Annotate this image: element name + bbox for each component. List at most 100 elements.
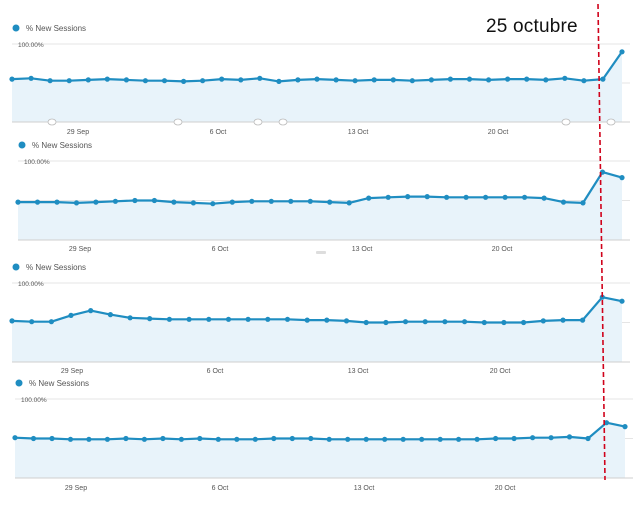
data-point [428, 77, 434, 83]
data-point [400, 436, 406, 442]
y-tick-label: 100.00% [21, 397, 47, 404]
y-tick-label: 100.00% [18, 281, 44, 288]
data-point [88, 308, 94, 314]
data-point [161, 78, 168, 84]
data-point [447, 76, 453, 82]
data-point [619, 49, 625, 55]
data-point [405, 194, 411, 200]
x-tick-label: 20 Oct [492, 246, 513, 253]
legend-label: % New Sessions [32, 141, 92, 150]
data-point [352, 78, 358, 84]
x-tick-label: 29 Sep [67, 129, 89, 136]
data-point [324, 317, 330, 323]
data-point [456, 436, 462, 442]
series-line [14, 421, 626, 441]
data-point [548, 435, 554, 441]
data-point [85, 77, 91, 83]
data-point [127, 315, 133, 321]
x-tick-label: 20 Oct [495, 485, 516, 492]
data-point [141, 436, 147, 442]
data-point [585, 435, 591, 442]
data-point [190, 200, 196, 206]
data-point [419, 436, 425, 442]
data-point [424, 194, 430, 200]
data-point [197, 435, 203, 442]
x-tick-label: 6 Oct [212, 485, 229, 492]
data-point [562, 75, 568, 81]
data-point [383, 319, 389, 326]
data-point [343, 318, 350, 324]
data-point [333, 77, 339, 83]
data-point [345, 436, 351, 442]
data-point [307, 198, 313, 204]
data-point [257, 75, 263, 81]
data-point [463, 194, 469, 200]
data-point [422, 319, 428, 325]
y-tick-label: 100.00% [18, 42, 44, 49]
data-point [560, 317, 566, 323]
data-point [483, 194, 489, 200]
data-point [200, 78, 206, 84]
data-point [619, 175, 625, 181]
y-tick-label: 100.00% [24, 159, 50, 166]
data-point [229, 199, 235, 205]
legend-dot [12, 24, 20, 32]
data-point [160, 435, 166, 442]
data-point [49, 435, 55, 442]
data-point [265, 316, 271, 322]
x-tick-label: 29 Sep [69, 246, 91, 253]
series-area [12, 51, 622, 122]
data-point [371, 77, 377, 83]
data-point [271, 435, 277, 442]
legend-dot [12, 263, 20, 271]
data-point [73, 200, 80, 206]
series-line [11, 296, 623, 324]
data-point [284, 316, 291, 322]
data-point [288, 198, 294, 204]
data-point [219, 76, 225, 82]
x-tick-label: 29 Sep [61, 368, 83, 375]
annotation-label: 25 octubre [486, 16, 578, 37]
x-tick-label: 13 Oct [348, 368, 369, 375]
data-point [385, 194, 391, 200]
data-point [245, 316, 251, 322]
x-tick-label: 20 Oct [490, 368, 511, 375]
data-point [34, 199, 41, 205]
legend-dot [18, 141, 26, 149]
data-point [540, 318, 546, 324]
data-point [215, 436, 221, 442]
data-point [409, 78, 415, 84]
data-point [9, 76, 15, 82]
data-point [566, 434, 573, 440]
data-point [382, 436, 388, 442]
data-point [390, 77, 396, 83]
data-point [530, 435, 536, 441]
data-point [486, 77, 492, 83]
data-point [225, 316, 232, 322]
legend-dot [15, 379, 23, 387]
data-point [132, 197, 138, 204]
data-point [327, 199, 333, 205]
data-point [304, 317, 310, 323]
data-point [171, 199, 177, 205]
data-point [289, 435, 295, 442]
x-tick-label: 6 Oct [212, 246, 229, 253]
data-point [580, 200, 586, 206]
data-point [54, 199, 60, 205]
data-point [142, 78, 148, 84]
data-point [474, 436, 480, 442]
data-point [28, 75, 34, 81]
data-point [308, 435, 314, 442]
data-point [206, 316, 212, 322]
data-point [580, 317, 586, 323]
data-point [619, 298, 625, 304]
data-point [93, 199, 99, 205]
data-point [599, 294, 605, 300]
data-point [104, 436, 110, 442]
data-point [112, 198, 118, 204]
data-point [178, 436, 184, 442]
